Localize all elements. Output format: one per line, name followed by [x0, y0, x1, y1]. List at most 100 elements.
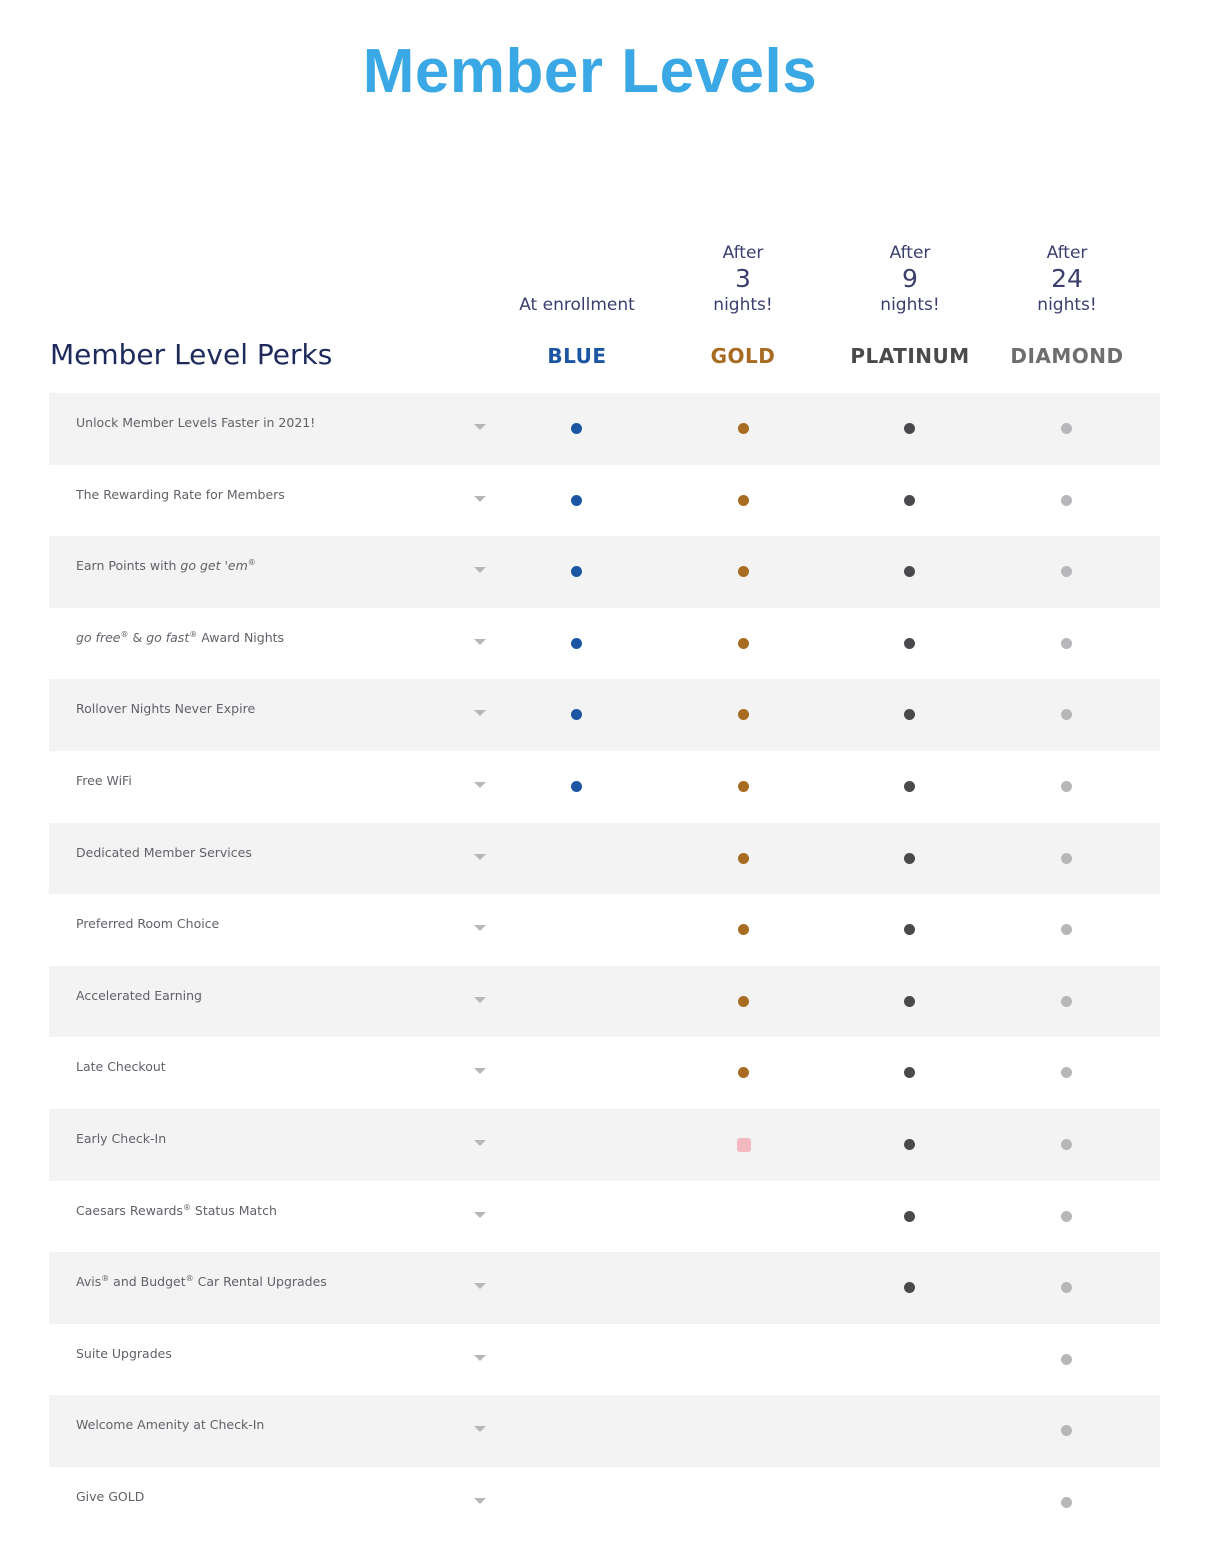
- chevron-down-icon[interactable]: [474, 1211, 486, 1218]
- included-dot-icon-blue: [571, 566, 582, 578]
- table-row[interactable]: Avis® and Budget® Car Rental Upgrades: [49, 1252, 1160, 1324]
- included-dot-icon-diamond: [1061, 1138, 1072, 1150]
- perk-label: The Rewarding Rate for Members: [76, 486, 285, 502]
- perk-label: Suite Upgrades: [76, 1345, 172, 1361]
- table-row[interactable]: Accelerated Earning: [49, 965, 1160, 1038]
- included-dot-icon-platinum: [904, 423, 915, 434]
- tier-nights-label-gold: nights!: [713, 295, 773, 315]
- included-dot-icon-diamond: [1061, 1282, 1072, 1294]
- perk-label: go free® & go fast® Award Nights: [76, 629, 285, 645]
- perk-label: Avis® and Budget® Car Rental Upgrades: [76, 1274, 327, 1290]
- tier-name-blue: BLUE: [547, 344, 607, 368]
- tier-header-gold: After 3 nights!: [668, 240, 818, 318]
- tier-header-platinum: After 9 nights!: [835, 240, 985, 318]
- included-dot-icon-platinum: [904, 1067, 915, 1079]
- included-dot-icon-blue: [571, 494, 582, 506]
- included-dot-icon-diamond: [1061, 780, 1072, 792]
- tier-nights-label-diamond: nights!: [1037, 295, 1097, 315]
- included-dot-icon-diamond: [1061, 924, 1072, 936]
- included-dot-icon-gold: [738, 780, 749, 792]
- included-dot-icon-diamond: [1061, 1210, 1072, 1222]
- chevron-down-icon[interactable]: [474, 1139, 486, 1146]
- table-row[interactable]: Dedicated Member Services: [49, 822, 1160, 895]
- table-row[interactable]: Rollover Nights Never Expire: [49, 679, 1160, 751]
- included-dot-icon-platinum: [904, 924, 915, 936]
- included-dot-icon-blue: [571, 780, 582, 792]
- included-dot-icon-gold: [738, 566, 749, 578]
- included-dot-icon-diamond: [1061, 709, 1072, 721]
- included-dot-icon-platinum: [904, 1138, 915, 1150]
- chevron-down-icon[interactable]: [474, 1283, 486, 1290]
- tier-qualifier-blue: At enrollment: [519, 295, 635, 315]
- partial-perk-marker-gold: [737, 1137, 751, 1152]
- included-dot-icon-gold: [738, 494, 749, 506]
- tier-header-blue: At enrollment: [502, 240, 652, 318]
- tier-nights-label-platinum: nights!: [880, 295, 940, 315]
- included-dot-icon-gold: [738, 852, 749, 864]
- included-dot-icon-diamond: [1061, 995, 1072, 1007]
- table-row[interactable]: Unlock Member Levels Faster in 2021!: [49, 393, 1160, 465]
- included-dot-icon-diamond: [1061, 1067, 1072, 1079]
- included-dot-icon-platinum: [904, 709, 915, 721]
- included-dot-icon-gold: [738, 709, 749, 721]
- perk-label: Earn Points with go get 'em®: [76, 558, 256, 574]
- tier-nights-count-gold: 3: [735, 264, 751, 293]
- perk-label: Rollover Nights Never Expire: [76, 701, 256, 717]
- perks-heading: Member Level Perks: [50, 338, 333, 371]
- tier-after-platinum: After: [889, 243, 931, 263]
- included-dot-icon-platinum: [904, 995, 915, 1007]
- table-row[interactable]: Caesars Rewards® Status Match: [49, 1181, 1160, 1253]
- table-row[interactable]: Preferred Room Choice: [49, 894, 1160, 966]
- chevron-down-icon[interactable]: [474, 1426, 486, 1433]
- table-row[interactable]: Suite Upgrades: [49, 1324, 1160, 1396]
- table-row[interactable]: Free WiFi: [49, 751, 1160, 823]
- chevron-down-icon[interactable]: [474, 996, 486, 1003]
- perk-label: Early Check-In: [76, 1130, 167, 1146]
- table-row[interactable]: Give GOLD: [49, 1467, 1160, 1539]
- table-row[interactable]: The Rewarding Rate for Members: [49, 465, 1160, 537]
- table-row[interactable]: Welcome Amenity at Check-In: [49, 1395, 1160, 1467]
- perk-label: Welcome Amenity at Check-In: [76, 1417, 265, 1433]
- chevron-down-icon[interactable]: [474, 1068, 486, 1075]
- tier-nights-count-platinum: 9: [902, 264, 918, 293]
- chevron-down-icon[interactable]: [474, 710, 486, 717]
- table-row[interactable]: Late Checkout: [49, 1037, 1160, 1109]
- included-dot-icon-platinum: [904, 780, 915, 792]
- included-dot-icon-blue: [571, 423, 582, 434]
- chevron-down-icon[interactable]: [474, 853, 486, 860]
- chevron-down-icon[interactable]: [474, 925, 486, 932]
- included-dot-icon-diamond: [1061, 852, 1072, 864]
- included-dot-icon-diamond: [1061, 637, 1072, 649]
- included-dot-icon-platinum: [904, 637, 915, 649]
- included-dot-icon-blue: [571, 637, 582, 649]
- perk-label: Late Checkout: [76, 1059, 166, 1075]
- chevron-down-icon[interactable]: [474, 567, 486, 574]
- included-dot-icon-platinum: [904, 1282, 915, 1294]
- tier-name-diamond: DIAMOND: [1010, 344, 1124, 368]
- tier-nights-count-diamond: 24: [1051, 264, 1083, 293]
- page-title: Member Levels: [362, 37, 818, 106]
- included-dot-icon-gold: [738, 637, 749, 649]
- table-row[interactable]: Earn Points with go get 'em®: [49, 536, 1160, 608]
- chevron-down-icon[interactable]: [474, 424, 486, 430]
- chevron-down-icon[interactable]: [474, 495, 486, 502]
- tier-name-platinum: PLATINUM: [850, 344, 970, 368]
- included-dot-icon-gold: [738, 1067, 749, 1079]
- table-row[interactable]: go free® & go fast® Award Nights: [49, 608, 1160, 680]
- tier-name-gold: GOLD: [710, 344, 776, 368]
- included-dot-icon-gold: [738, 924, 749, 936]
- perk-label: Preferred Room Choice: [76, 916, 220, 932]
- included-dot-icon-diamond: [1061, 423, 1072, 434]
- chevron-down-icon[interactable]: [474, 1354, 486, 1361]
- chevron-down-icon[interactable]: [474, 1497, 486, 1504]
- included-dot-icon-diamond: [1061, 1425, 1072, 1437]
- included-dot-icon-gold: [738, 995, 749, 1007]
- perk-label: Free WiFi: [76, 772, 132, 788]
- chevron-down-icon[interactable]: [474, 781, 486, 788]
- included-dot-icon-diamond: [1061, 1353, 1072, 1365]
- included-dot-icon-diamond: [1061, 494, 1072, 506]
- tier-after-gold: After: [722, 243, 764, 263]
- table-row[interactable]: Early Check-In: [49, 1108, 1160, 1181]
- chevron-down-icon[interactable]: [474, 638, 486, 645]
- included-dot-icon-blue: [571, 709, 582, 721]
